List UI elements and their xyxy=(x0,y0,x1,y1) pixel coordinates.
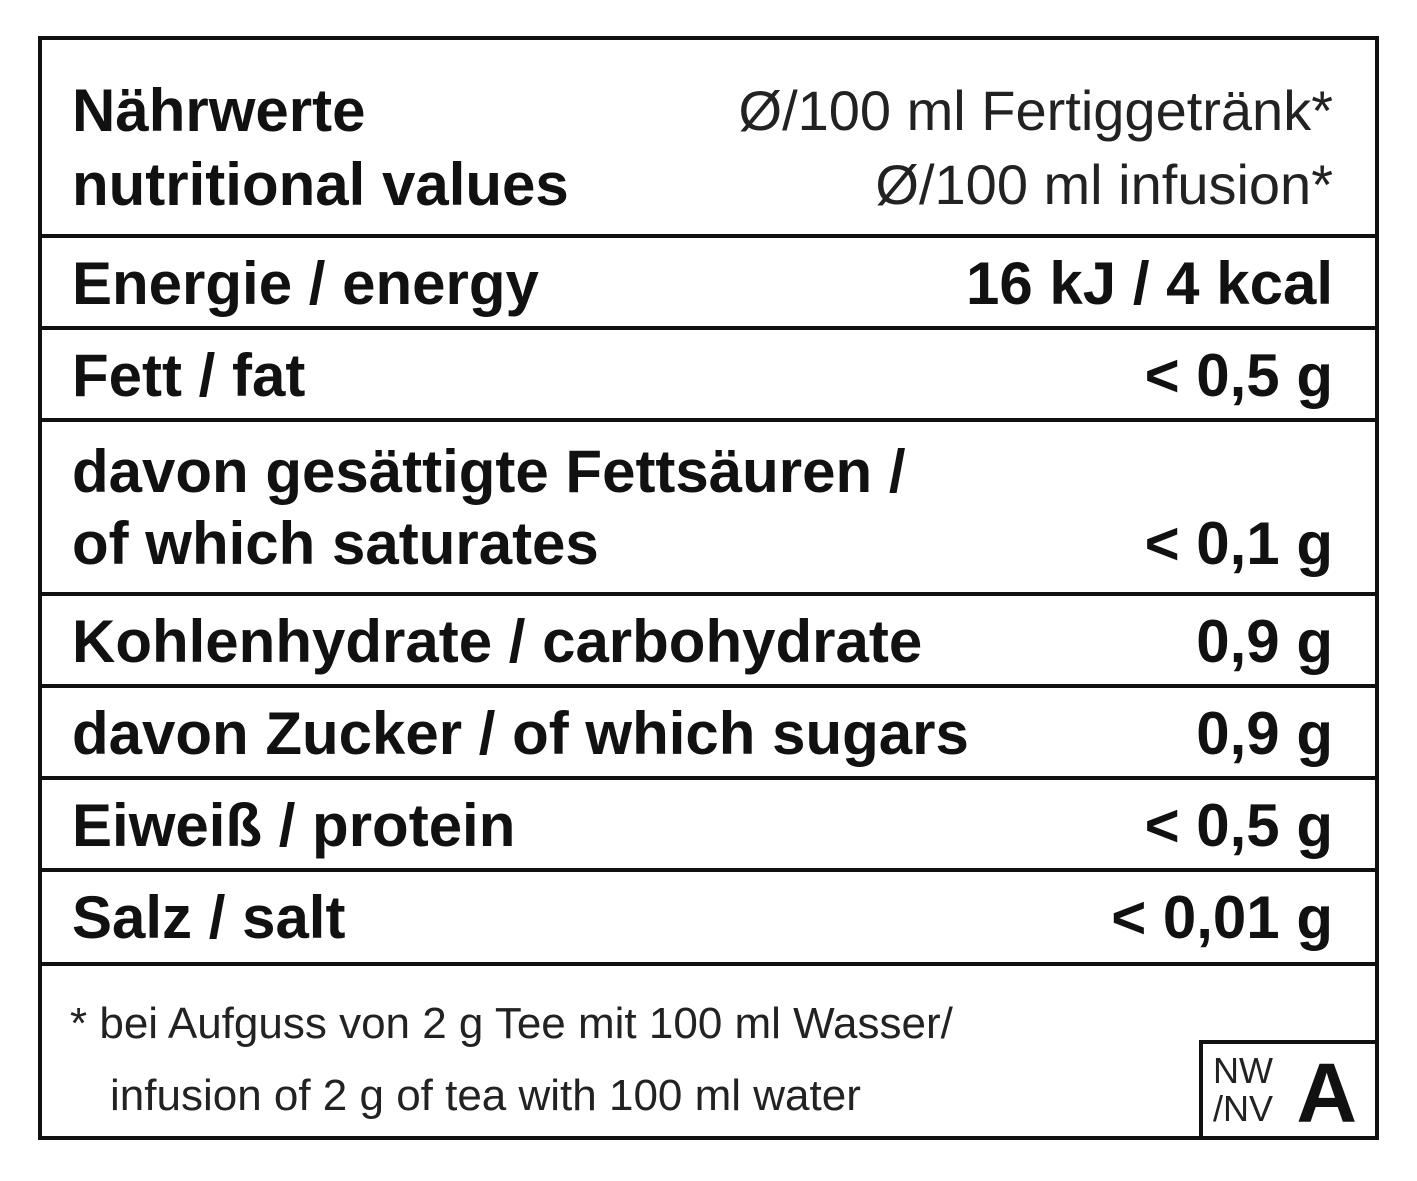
row-label-line1: davon gesättigte Fettsäuren / xyxy=(72,438,906,505)
row-sugars: davon Zucker / of which sugars 0,9 g xyxy=(42,684,1375,776)
row-value: < 0,01 g xyxy=(1111,884,1333,951)
row-value: < 0,5 g xyxy=(1144,342,1333,409)
row-label: Eiweiß / protein xyxy=(72,792,516,859)
row-value: < 0,5 g xyxy=(1144,792,1333,859)
row-label: Fett / fat xyxy=(72,342,306,409)
row-label-line2: of which saturates xyxy=(72,510,599,577)
row-label: Kohlenhydrate / carbohydrate xyxy=(72,608,923,675)
row-saturates: davon gesättigte Fettsäuren / of which s… xyxy=(42,418,1375,592)
title-en: nutritional values xyxy=(72,151,569,218)
footnote: * bei Aufguss von 2 g Tee mit 100 ml Was… xyxy=(70,988,953,1132)
badge-line1: NW xyxy=(1213,1050,1273,1091)
row-label: Salz / salt xyxy=(72,884,346,951)
row-value: 0,9 g xyxy=(1196,700,1333,767)
row-value: 0,9 g xyxy=(1196,608,1333,675)
basis-de: Ø/100 ml Fertiggetränk* xyxy=(738,79,1333,142)
badge-letter: A xyxy=(1296,1046,1357,1140)
basis-en: Ø/100 ml infusion* xyxy=(875,153,1333,216)
footnote-line2: infusion of 2 g of tea with 100 ml water xyxy=(110,1071,861,1120)
row-fat: Fett / fat < 0,5 g xyxy=(42,326,1375,418)
header-row: Nährwerte nutritional values Ø/100 ml Fe… xyxy=(42,40,1375,234)
row-label: Energie / energy xyxy=(72,250,539,317)
title-de: Nährwerte xyxy=(72,77,366,144)
footnote-line1: * bei Aufguss von 2 g Tee mit 100 ml Was… xyxy=(70,999,953,1048)
row-value: < 0,1 g xyxy=(1144,510,1333,577)
badge-code: NW /NV xyxy=(1213,1052,1273,1128)
row-carbohydrate: Kohlenhydrate / carbohydrate 0,9 g xyxy=(42,592,1375,684)
row-salt: Salz / salt < 0,01 g xyxy=(42,868,1375,962)
row-energy: Energie / energy 16 kJ / 4 kcal xyxy=(42,234,1375,326)
row-label: davon Zucker / of which sugars xyxy=(72,700,969,767)
row-value: 16 kJ / 4 kcal xyxy=(966,250,1333,317)
row-protein: Eiweiß / protein < 0,5 g xyxy=(42,776,1375,868)
nutrition-table: Nährwerte nutritional values Ø/100 ml Fe… xyxy=(38,36,1379,1140)
badge-line2: /NV xyxy=(1213,1088,1274,1129)
header-basis: Ø/100 ml Fertiggetränk* Ø/100 ml infusio… xyxy=(739,74,1333,222)
header-title: Nährwerte nutritional values xyxy=(72,74,569,222)
footnote-row: * bei Aufguss von 2 g Tee mit 100 ml Was… xyxy=(42,962,1379,1140)
nw-nv-badge: NW /NV A xyxy=(1199,1040,1379,1140)
